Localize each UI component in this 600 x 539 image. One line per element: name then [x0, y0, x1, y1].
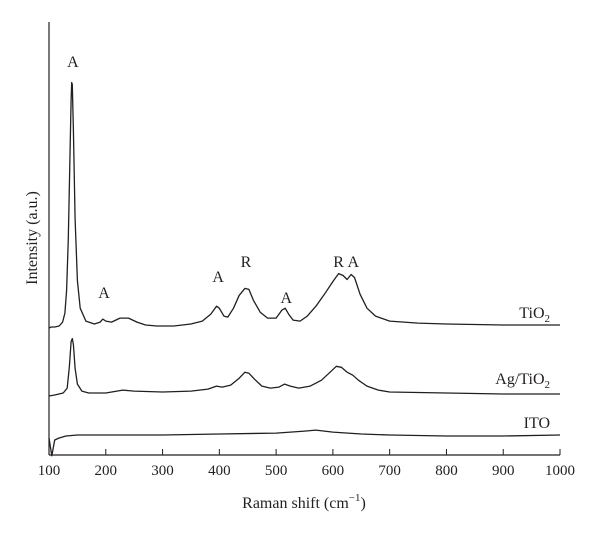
- peak-annotation-R: R: [333, 254, 344, 271]
- x-axis-title-main: Raman shift (cm: [242, 495, 349, 512]
- peak-annotation-A: A: [281, 290, 293, 307]
- x-tick-label: 100: [38, 463, 61, 479]
- series-label-text: ITO: [524, 415, 550, 432]
- plot-area: [48, 22, 560, 456]
- series-label-2: Ag/TiO2: [495, 371, 550, 391]
- series-label-subscript: 2: [545, 313, 551, 325]
- series-line-1: [48, 81, 560, 329]
- x-tick-label: 200: [95, 463, 118, 479]
- series-label-text: TiO: [519, 305, 544, 322]
- x-tick-label: 400: [208, 463, 231, 479]
- peak-annotation-A: A: [98, 285, 110, 302]
- series-label-text: Ag/TiO: [495, 371, 544, 388]
- x-axis-ticks: 100 200 300 400 500 600 700 800 900 1000: [38, 449, 575, 479]
- x-tick-label: 700: [378, 463, 401, 479]
- x-axis-title-close: ): [361, 495, 366, 512]
- peak-annotation-A: A: [67, 54, 79, 71]
- series-label-subscript: 2: [545, 379, 551, 391]
- x-axis-title-sup: −1: [349, 492, 361, 504]
- series-line-3: [48, 429, 561, 457]
- series-line-2: [48, 337, 560, 397]
- x-axis-title: Raman shift (cm−1): [242, 492, 366, 512]
- peak-annotation-R: R: [241, 254, 252, 271]
- x-tick-label: 800: [435, 463, 458, 479]
- series-layer: [48, 81, 561, 457]
- x-tick-label: 900: [492, 463, 515, 479]
- x-tick-label: 300: [151, 463, 174, 479]
- series-label-1: TiO2: [519, 305, 550, 325]
- x-tick-label: 500: [265, 463, 288, 479]
- x-tick-label: 1000: [545, 463, 575, 479]
- x-tick-label: 600: [322, 463, 345, 479]
- series-label-3: ITO: [524, 415, 550, 432]
- peak-annotation-A: A: [212, 269, 224, 286]
- peak-annotation-A: A: [348, 254, 360, 271]
- y-axis-title: Intensity (a.u.): [24, 191, 41, 285]
- plot-frame-axes: [48, 22, 560, 456]
